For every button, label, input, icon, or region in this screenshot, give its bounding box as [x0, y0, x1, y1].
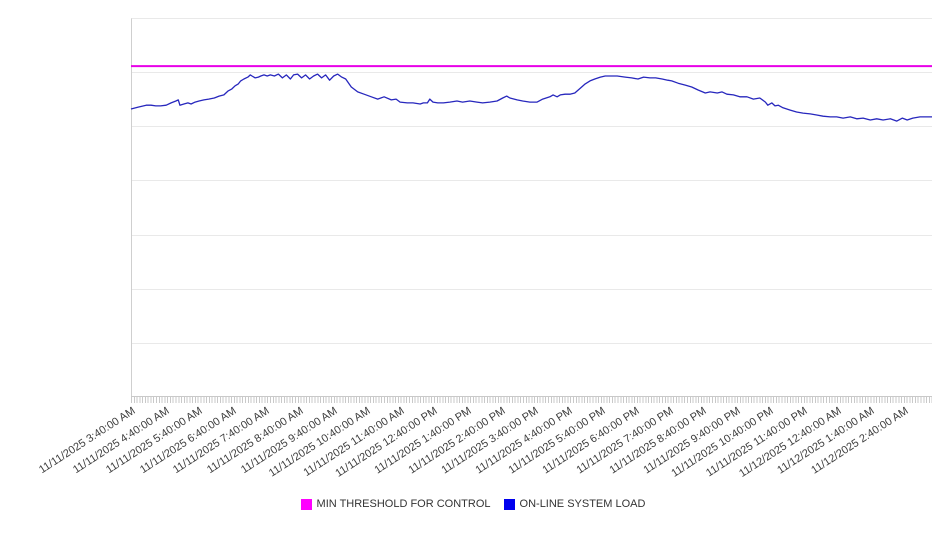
gridline — [132, 234, 932, 236]
threshold-swatch-icon — [300, 498, 312, 510]
plot-area[interactable] — [131, 18, 932, 397]
load-swatch-icon — [503, 498, 515, 510]
gridline — [132, 288, 932, 290]
gridline — [132, 126, 932, 128]
legend-label-threshold: MIN THRESHOLD FOR CONTROL — [316, 498, 491, 510]
x-axis-tick-marks — [131, 396, 932, 404]
gridline — [132, 72, 932, 74]
gridline — [132, 180, 932, 182]
gridline — [132, 342, 932, 344]
system-load-line — [130, 73, 932, 122]
chart-legend: MIN THRESHOLD FOR CONTROL ON-LINE SYSTEM… — [0, 496, 946, 512]
legend-label-load: ON-LINE SYSTEM LOAD — [519, 498, 646, 510]
legend-item-system-load[interactable]: ON-LINE SYSTEM LOAD — [503, 498, 646, 510]
legend-item-min-threshold[interactable]: MIN THRESHOLD FOR CONTROL — [300, 498, 491, 510]
